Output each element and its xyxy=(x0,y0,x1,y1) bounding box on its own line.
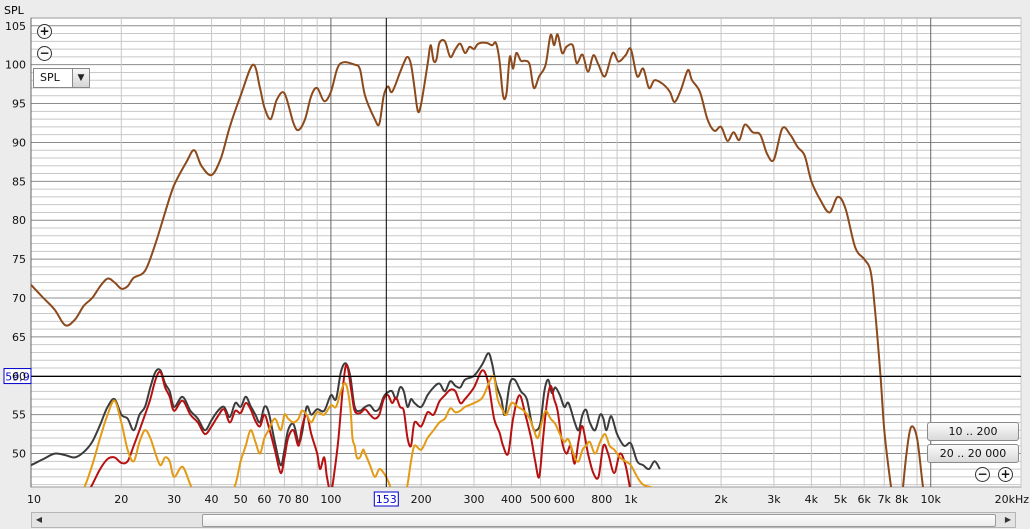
x-tick-label: 10 xyxy=(27,493,41,506)
x-tick-label: 5k xyxy=(834,493,848,506)
x-tick-label: 7k xyxy=(878,493,892,506)
x-tick-label: 6k xyxy=(857,493,871,506)
zoom-in-horizontal-icon[interactable]: + xyxy=(998,467,1013,482)
zoom-in-icon[interactable]: + xyxy=(37,24,52,39)
mode-select-value: SPL xyxy=(40,71,60,84)
x-tick-label: 60 xyxy=(257,493,271,506)
series-line-2 xyxy=(89,363,631,487)
x-tick-label: 40 xyxy=(205,493,219,506)
x-tick-label: 70 xyxy=(277,493,291,506)
x-tick-label: 600 xyxy=(554,493,575,506)
zoom-in-glyph: + xyxy=(39,24,50,38)
y-tick-label: 70 xyxy=(12,292,26,305)
x-tick-label: 100 xyxy=(320,493,341,506)
zoom-out-horizontal-icon[interactable]: − xyxy=(975,467,990,482)
cursor-x-readout-box xyxy=(373,491,399,507)
cursor-y-readout: 59,9 xyxy=(5,371,30,384)
cursor-y-readout-box xyxy=(3,368,32,385)
y-tick-label: 90 xyxy=(12,136,26,149)
x-tick-label: 50 xyxy=(234,493,248,506)
x-tick-label: 300 xyxy=(463,493,484,506)
zoom-out-icon[interactable]: − xyxy=(37,46,52,61)
y-tick-label: 100 xyxy=(5,59,26,72)
chevron-down-icon[interactable]: ▼ xyxy=(72,69,89,87)
y-tick-label: 50 xyxy=(12,448,26,461)
scroll-left-icon[interactable]: ◀ xyxy=(35,515,43,524)
range-20-20000-button[interactable]: 20 .. 20 000 xyxy=(927,444,1019,463)
y-tick-label: 80 xyxy=(12,214,26,227)
mode-select[interactable]: SPL ▼ xyxy=(33,68,90,88)
curves xyxy=(31,33,924,487)
x-tick-label: 1k xyxy=(624,493,638,506)
scroll-thumb[interactable] xyxy=(202,514,996,527)
x-tick-label: 8k xyxy=(895,493,909,506)
x-tick-label: 30 xyxy=(167,493,181,506)
x-tick-label: 20kHz xyxy=(995,493,1030,506)
y-tick-label: 55 xyxy=(12,409,26,422)
x-tick-label: 3k xyxy=(767,493,781,506)
x-tick-label: 80 xyxy=(295,493,309,506)
zoom-in-h-glyph: + xyxy=(1000,467,1011,481)
y-tick-label: 75 xyxy=(12,253,26,266)
x-ticks: 10 20 30 40 50 60 70 80 100 200 300 400 500 600 800 1k 2… xyxy=(27,493,1029,506)
cursor[interactable]: 59,9 153 xyxy=(3,18,1021,507)
series-line-0 xyxy=(31,33,924,487)
y-tick-label: 60 xyxy=(12,370,26,383)
y-tick-label: 65 xyxy=(12,331,26,344)
series-line-3 xyxy=(83,374,654,487)
x-tick-label: 10k xyxy=(921,493,942,506)
series-line-1 xyxy=(31,352,661,471)
horizontal-scrollbar[interactable]: ◀ ▶ xyxy=(31,512,1016,528)
x-tick-label: 200 xyxy=(411,493,432,506)
range-10-200-button[interactable]: 10 .. 200 xyxy=(927,422,1019,441)
x-tick-label: 800 xyxy=(591,493,612,506)
x-tick-label: 2k xyxy=(714,493,728,506)
zoom-out-glyph: − xyxy=(39,46,50,60)
cursor-x-readout: 153 xyxy=(376,493,397,506)
y-tick-label: 85 xyxy=(12,175,26,188)
y-axis-label: SPL xyxy=(4,4,25,17)
x-tick-label: 400 xyxy=(501,493,522,506)
scroll-right-icon[interactable]: ▶ xyxy=(1004,515,1012,524)
x-tick-label: 20 xyxy=(114,493,128,506)
y-tick-label: 105 xyxy=(5,20,26,33)
y-tick-label: 95 xyxy=(12,98,26,111)
x-tick-label: 500 xyxy=(530,493,551,506)
zoom-out-h-glyph: − xyxy=(977,467,988,481)
y-ticks: 50 55 60 65 70 75 80 85 90 95 100 105 xyxy=(5,20,26,461)
x-tick-label: 4k xyxy=(805,493,819,506)
